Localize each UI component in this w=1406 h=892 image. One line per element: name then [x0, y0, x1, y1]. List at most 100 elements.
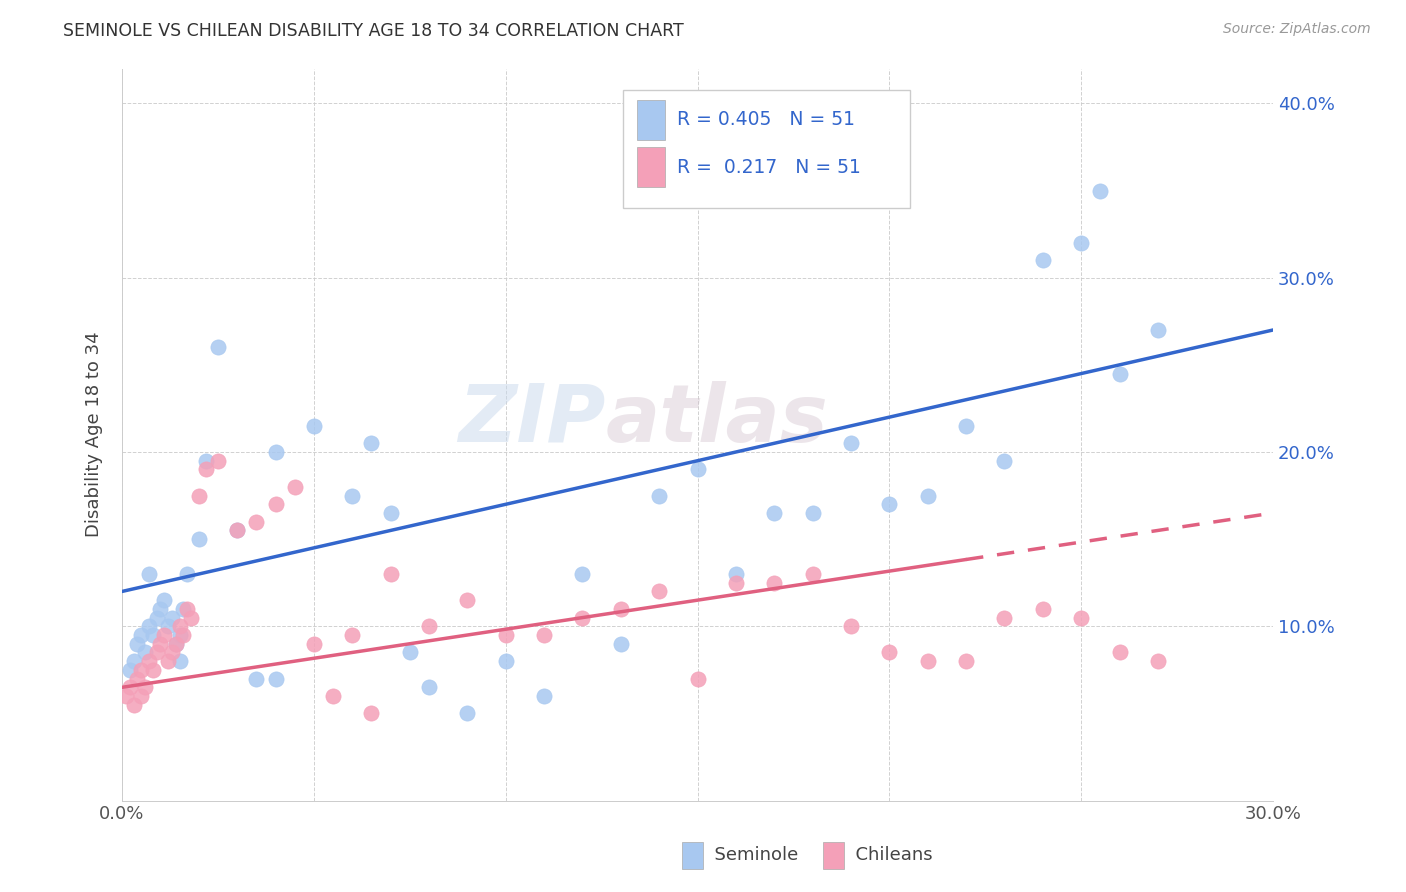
Point — [145, 645, 167, 659]
Text: ZIP: ZIP — [458, 381, 606, 458]
Point — [142, 628, 165, 642]
Point — [172, 602, 194, 616]
Point — [149, 637, 172, 651]
Point — [129, 628, 152, 642]
Point — [1070, 610, 1092, 624]
FancyBboxPatch shape — [623, 90, 911, 208]
Point — [127, 672, 149, 686]
Point — [169, 628, 191, 642]
Point — [801, 506, 824, 520]
Point — [686, 672, 709, 686]
Point — [134, 645, 156, 659]
Point — [165, 637, 187, 651]
Point — [122, 654, 145, 668]
Point — [118, 681, 141, 695]
Y-axis label: Disability Age 18 to 34: Disability Age 18 to 34 — [86, 332, 103, 537]
Point — [879, 497, 901, 511]
Point — [571, 610, 593, 624]
Point — [571, 567, 593, 582]
Point — [879, 645, 901, 659]
Text: atlas: atlas — [606, 381, 828, 458]
Text: SEMINOLE VS CHILEAN DISABILITY AGE 18 TO 34 CORRELATION CHART: SEMINOLE VS CHILEAN DISABILITY AGE 18 TO… — [63, 22, 685, 40]
Point — [169, 619, 191, 633]
Point — [145, 610, 167, 624]
Point — [993, 453, 1015, 467]
Point — [1108, 645, 1130, 659]
Point — [610, 637, 633, 651]
Point — [264, 672, 287, 686]
Point — [360, 436, 382, 450]
Point — [1032, 602, 1054, 616]
Point — [187, 489, 209, 503]
Point — [138, 567, 160, 582]
Point — [1108, 367, 1130, 381]
Point — [801, 567, 824, 582]
Point — [398, 645, 420, 659]
Point — [187, 532, 209, 546]
Point — [763, 575, 786, 590]
Point — [284, 480, 307, 494]
Point — [456, 706, 478, 721]
Point — [157, 619, 180, 633]
Point — [195, 453, 218, 467]
Point — [1032, 253, 1054, 268]
Point — [122, 698, 145, 712]
FancyBboxPatch shape — [637, 147, 665, 187]
Point — [610, 602, 633, 616]
Point — [342, 489, 364, 503]
Point — [495, 628, 517, 642]
Point — [245, 515, 267, 529]
Point — [917, 489, 939, 503]
Point — [169, 654, 191, 668]
Point — [195, 462, 218, 476]
Point — [495, 654, 517, 668]
Point — [763, 506, 786, 520]
FancyBboxPatch shape — [637, 100, 665, 140]
Point — [456, 593, 478, 607]
Point — [115, 689, 138, 703]
Point — [839, 436, 862, 450]
Point — [380, 506, 402, 520]
Point — [264, 497, 287, 511]
Point — [1070, 235, 1092, 250]
Point — [342, 628, 364, 642]
Point — [157, 654, 180, 668]
Point — [226, 524, 249, 538]
Point — [917, 654, 939, 668]
Point — [686, 462, 709, 476]
Text: R =  0.217   N = 51: R = 0.217 N = 51 — [676, 158, 860, 177]
Point — [993, 610, 1015, 624]
Point — [176, 567, 198, 582]
Text: Chileans: Chileans — [844, 846, 932, 863]
Point — [1090, 184, 1112, 198]
Point — [302, 637, 325, 651]
Point — [839, 619, 862, 633]
Point — [134, 681, 156, 695]
Text: R = 0.405   N = 51: R = 0.405 N = 51 — [676, 111, 855, 129]
Point — [180, 610, 202, 624]
Point — [322, 689, 344, 703]
Point — [418, 619, 440, 633]
Point — [127, 637, 149, 651]
Point — [1147, 323, 1170, 337]
Point — [118, 663, 141, 677]
Point — [207, 340, 229, 354]
Point — [149, 602, 172, 616]
Point — [226, 524, 249, 538]
Point — [360, 706, 382, 721]
Point — [160, 610, 183, 624]
Point — [648, 584, 671, 599]
Point — [380, 567, 402, 582]
Point — [142, 663, 165, 677]
Point — [1147, 654, 1170, 668]
Point — [138, 619, 160, 633]
Point — [153, 593, 176, 607]
Text: Source: ZipAtlas.com: Source: ZipAtlas.com — [1223, 22, 1371, 37]
Point — [648, 489, 671, 503]
Point — [533, 689, 555, 703]
Point — [955, 654, 977, 668]
Point — [160, 645, 183, 659]
Point — [264, 445, 287, 459]
Point — [418, 681, 440, 695]
Point — [172, 628, 194, 642]
